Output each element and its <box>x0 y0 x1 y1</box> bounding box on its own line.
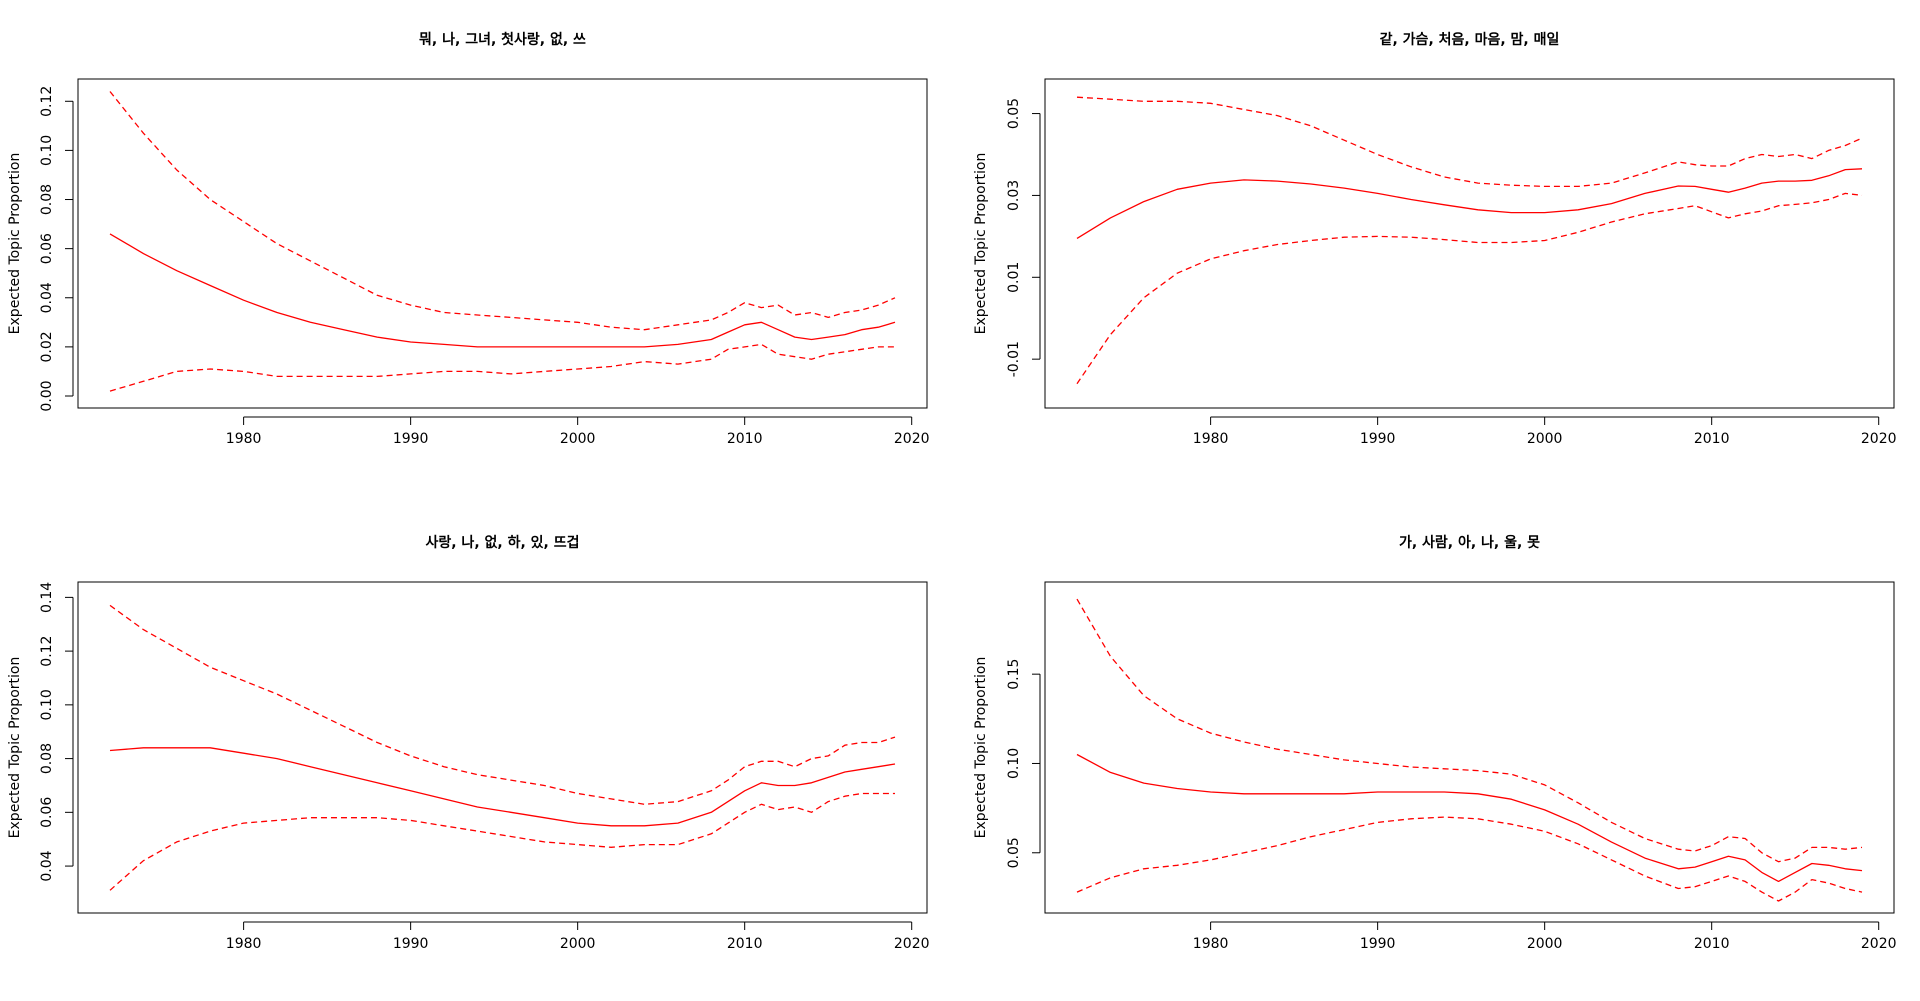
chart-title: 가, 사람, 아, 나, 울, 못 <box>1399 534 1540 551</box>
mean-line <box>1076 168 1863 239</box>
y-tick-label: 0.06 <box>39 797 55 828</box>
x-tick-label: 1990 <box>393 936 429 952</box>
y-tick-label: 0.10 <box>39 689 55 720</box>
x-tick-label: 2020 <box>894 431 930 447</box>
x-tick-label: 1980 <box>1193 431 1229 447</box>
x-tick-label: 2020 <box>894 936 930 952</box>
chart-panel-2: 같, 가슴, 처음, 마음, 맘, 매일 1980 1990 2000 2010 2020… <box>973 31 1897 447</box>
x-tick-label: 2010 <box>727 936 763 952</box>
x-tick-label: 2010 <box>727 431 763 447</box>
y-tick-label: 0.08 <box>39 184 55 215</box>
y-tick-label: 0.04 <box>39 850 55 881</box>
chart-panel-1: 뭐, 나, 그녀, 첫사랑, 없, 쓰 1980 1990 2000 2010 2020 0… <box>7 31 930 447</box>
x-tick-label: 1980 <box>1193 936 1229 952</box>
upper-ci-line <box>1076 96 1863 188</box>
chart-title: 뭐, 나, 그녀, 첫사랑, 없, 쓰 <box>419 31 586 48</box>
x-tick-label: 2010 <box>1694 431 1730 447</box>
y-tick-label: 0.12 <box>39 86 55 117</box>
y-tick-label: 0.15 <box>1006 659 1022 690</box>
mean-line <box>109 233 896 348</box>
y-tick-label: 0.12 <box>39 636 55 667</box>
x-tick-label: 2020 <box>1861 431 1897 447</box>
mean-line <box>109 747 896 827</box>
y-axis-label: Expected Topic Proportion <box>7 657 23 839</box>
x-tick-label: 1990 <box>393 431 429 447</box>
x-tick-label: 2000 <box>1527 431 1563 447</box>
plot-frame <box>1044 78 1895 409</box>
lower-ci-line <box>1076 816 1863 902</box>
lower-ci-line <box>109 343 895 392</box>
y-tick-label: 0.08 <box>39 743 55 774</box>
lower-ci-line <box>109 792 895 891</box>
plot-frame <box>77 78 928 409</box>
y-tick-label: 0.03 <box>1006 180 1022 211</box>
x-tick-label: 2000 <box>1527 936 1563 952</box>
x-tick-label: 2020 <box>1861 936 1897 952</box>
lower-ci-line <box>1076 192 1863 385</box>
x-tick-label: 1990 <box>1360 431 1396 447</box>
y-axis-label: Expected Topic Proportion <box>7 153 23 335</box>
upper-ci-line <box>1076 598 1863 863</box>
chart-panel-3: 사랑, 나, 없, 하, 있, 뜨겁 1980 1990 2000 2010 2020 0.… <box>7 534 930 952</box>
x-tick-label: 1980 <box>226 431 262 447</box>
y-axis-label: Expected Topic Proportion <box>973 153 989 335</box>
y-tick-label: 0.06 <box>39 233 55 264</box>
y-axis-label: Expected Topic Proportion <box>973 657 989 839</box>
upper-ci-line <box>109 604 896 805</box>
y-tick-label: 0.05 <box>1006 98 1022 129</box>
y-tick-label: -0.01 <box>1006 341 1022 377</box>
y-tick-label: 0.02 <box>39 331 55 362</box>
upper-ci-line <box>109 91 896 331</box>
x-tick-label: 2000 <box>560 936 596 952</box>
plot-frame <box>1044 581 1895 914</box>
chart-title: 사랑, 나, 없, 하, 있, 뜨겁 <box>425 534 579 551</box>
y-tick-label: 0.05 <box>1006 837 1022 868</box>
y-tick-label: 0.01 <box>1006 262 1022 293</box>
plot-frame <box>77 581 928 914</box>
x-tick-label: 2010 <box>1694 936 1730 952</box>
x-tick-label: 1980 <box>226 936 262 952</box>
y-tick-label: 0.14 <box>39 582 55 613</box>
y-tick-label: 0.10 <box>1006 748 1022 779</box>
x-tick-label: 1990 <box>1360 936 1396 952</box>
y-tick-label: 0.04 <box>39 282 55 313</box>
x-tick-label: 2000 <box>560 431 596 447</box>
y-tick-label: 0.00 <box>39 380 55 411</box>
chart-title: 같, 가슴, 처음, 마음, 맘, 매일 <box>1380 31 1560 48</box>
mean-line <box>1076 753 1863 883</box>
y-tick-label: 0.10 <box>39 135 55 166</box>
chart-panel-4: 가, 사람, 아, 나, 울, 못 1980 1990 2000 2010 2020 0.0… <box>973 534 1897 952</box>
